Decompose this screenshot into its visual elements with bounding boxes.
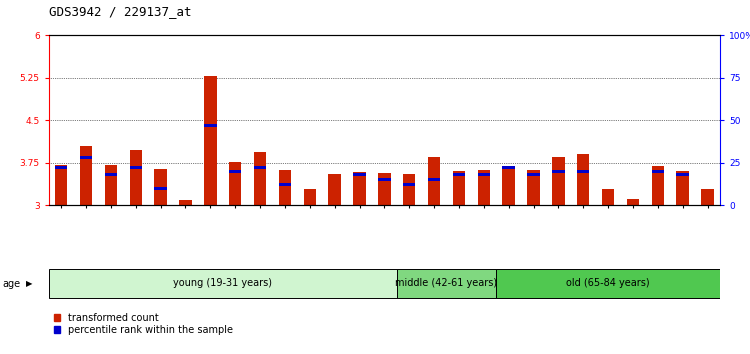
- Bar: [552, 170, 565, 173]
- Bar: [254, 166, 266, 170]
- Bar: [478, 173, 490, 176]
- Bar: [552, 157, 565, 205]
- Bar: [577, 154, 590, 205]
- Bar: [428, 157, 440, 205]
- Text: old (65-84 years): old (65-84 years): [566, 278, 650, 288]
- Bar: [478, 170, 490, 205]
- Bar: [627, 199, 639, 205]
- Bar: [204, 124, 217, 127]
- Legend: transformed count, percentile rank within the sample: transformed count, percentile rank withi…: [53, 313, 233, 335]
- Bar: [279, 170, 291, 205]
- Bar: [353, 172, 366, 205]
- Bar: [577, 170, 590, 173]
- Bar: [55, 166, 68, 170]
- Bar: [179, 200, 192, 205]
- Bar: [49, 269, 397, 297]
- Bar: [602, 189, 614, 205]
- Bar: [652, 166, 664, 205]
- Bar: [304, 189, 316, 205]
- Bar: [378, 173, 391, 205]
- Bar: [403, 183, 416, 187]
- Bar: [55, 165, 68, 205]
- Bar: [397, 269, 496, 297]
- Bar: [378, 178, 391, 181]
- Bar: [154, 169, 166, 205]
- Bar: [254, 152, 266, 205]
- Bar: [154, 187, 166, 190]
- Text: middle (42-61 years): middle (42-61 years): [395, 278, 497, 288]
- Bar: [503, 166, 515, 170]
- Bar: [676, 173, 689, 176]
- Bar: [229, 162, 242, 205]
- Bar: [279, 183, 291, 187]
- Bar: [527, 173, 540, 176]
- Bar: [453, 173, 465, 176]
- Bar: [676, 171, 689, 205]
- Bar: [403, 173, 416, 205]
- Text: ▶: ▶: [26, 279, 32, 289]
- Bar: [453, 171, 465, 205]
- Bar: [130, 150, 142, 205]
- Text: age: age: [2, 279, 20, 289]
- Bar: [328, 173, 340, 205]
- Bar: [353, 173, 366, 176]
- Text: young (19-31 years): young (19-31 years): [173, 278, 272, 288]
- Bar: [496, 269, 720, 297]
- Bar: [701, 189, 714, 205]
- Bar: [652, 170, 664, 173]
- Bar: [503, 169, 515, 205]
- Bar: [428, 178, 440, 181]
- Bar: [80, 156, 92, 159]
- Bar: [229, 170, 242, 173]
- Bar: [130, 166, 142, 170]
- Bar: [105, 173, 117, 176]
- Bar: [527, 170, 540, 205]
- Text: GDS3942 / 229137_at: GDS3942 / 229137_at: [49, 5, 191, 18]
- Bar: [80, 146, 92, 205]
- Bar: [204, 76, 217, 205]
- Bar: [105, 165, 117, 205]
